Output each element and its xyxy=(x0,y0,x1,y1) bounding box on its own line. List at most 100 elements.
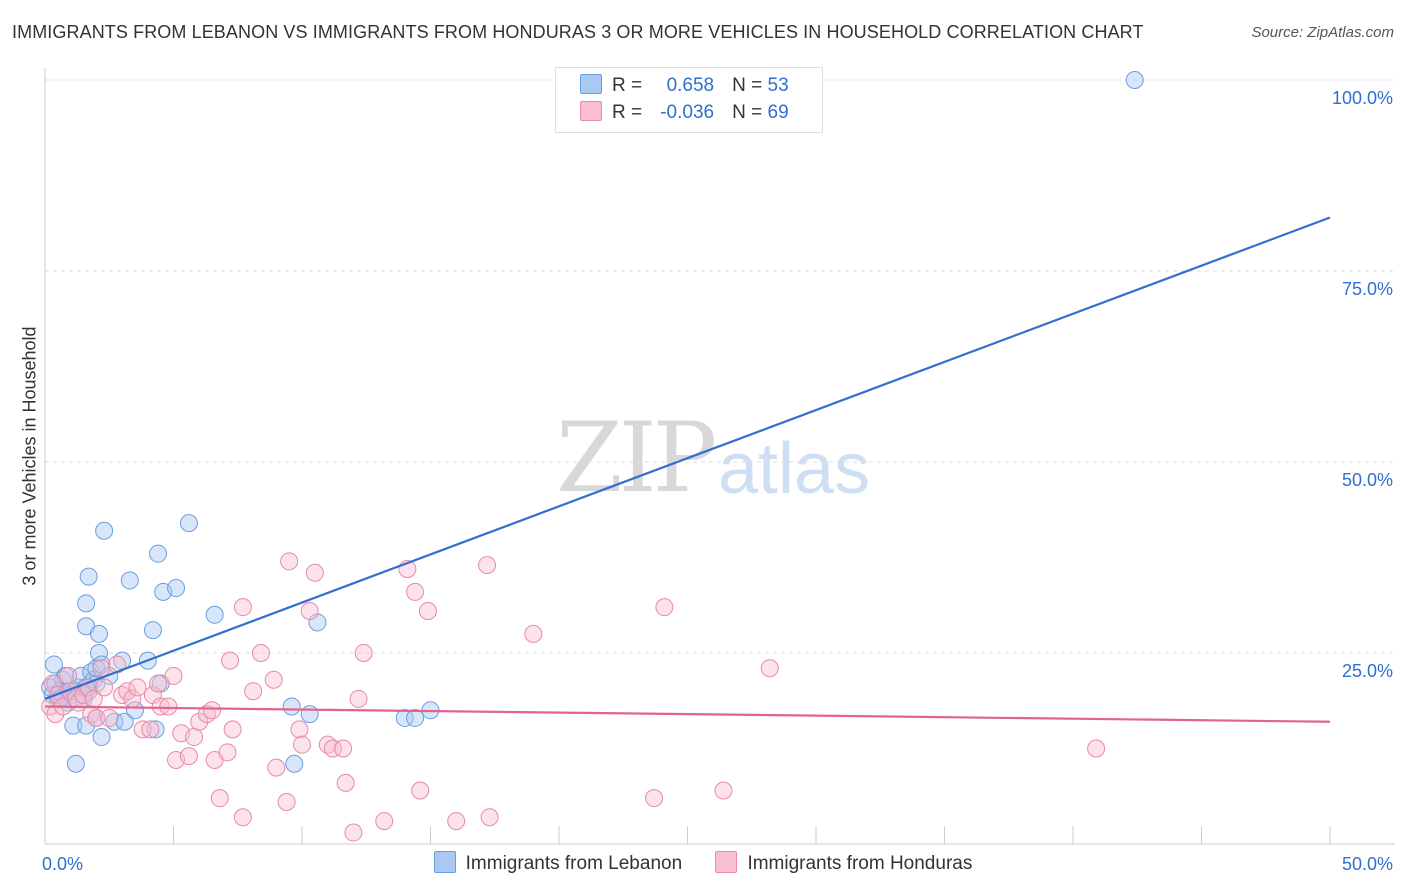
point-honduras xyxy=(411,781,430,800)
point-lebanon xyxy=(95,521,114,540)
point-honduras xyxy=(43,674,62,693)
series-legend: Immigrants from Lebanon Immigrants from … xyxy=(0,851,1406,875)
point-honduras xyxy=(223,720,242,739)
legend-label-honduras: Immigrants from Honduras xyxy=(747,853,973,874)
tick-labels: 25.0% 50.0% 75.0% 100.0% 0.0% 50.0% xyxy=(42,88,1393,874)
point-honduras xyxy=(100,708,119,727)
point-honduras xyxy=(336,773,355,792)
grid-lines xyxy=(45,79,1395,654)
point-honduras xyxy=(151,697,170,716)
legend-swatch-lebanon xyxy=(580,74,602,94)
point-lebanon xyxy=(125,701,144,720)
point-honduras xyxy=(760,659,779,678)
axes xyxy=(44,68,1395,845)
legend-swatch-honduras xyxy=(580,101,602,121)
point-lebanon xyxy=(300,705,319,724)
point-honduras xyxy=(645,789,664,808)
legend-row-lebanon: R = 0.658 N = 53 xyxy=(580,74,789,100)
legend-item-honduras[interactable]: Immigrants from Honduras xyxy=(715,851,972,875)
point-honduras xyxy=(1087,739,1106,758)
point-honduras xyxy=(92,659,111,678)
point-honduras xyxy=(221,651,240,670)
point-lebanon xyxy=(79,567,98,586)
point-honduras xyxy=(406,582,425,601)
point-honduras xyxy=(349,689,368,708)
point-lebanon xyxy=(149,544,168,563)
point-honduras xyxy=(418,601,437,620)
point-lebanon xyxy=(115,712,134,731)
point-honduras xyxy=(264,670,283,689)
point-lebanon xyxy=(1125,71,1144,89)
point-lebanon xyxy=(395,708,414,727)
point-honduras xyxy=(354,644,373,662)
point-honduras xyxy=(290,720,309,739)
point-honduras xyxy=(87,708,106,727)
legend-r-label: R = xyxy=(612,75,643,96)
point-honduras xyxy=(179,747,198,766)
point-honduras xyxy=(141,720,160,739)
legend-swatch-lebanon xyxy=(433,851,456,873)
point-lebanon xyxy=(77,594,96,613)
point-honduras xyxy=(334,739,353,758)
point-honduras xyxy=(375,812,394,831)
point-honduras xyxy=(190,712,209,731)
point-honduras xyxy=(218,743,237,762)
point-lebanon xyxy=(146,720,165,739)
legend-r-value: -0.036 xyxy=(660,102,715,123)
point-lebanon xyxy=(143,621,162,640)
point-honduras xyxy=(251,644,270,662)
legend-r-label: R = xyxy=(612,102,643,123)
point-honduras xyxy=(480,808,499,827)
point-honduras xyxy=(478,556,497,575)
trend-lines xyxy=(44,216,1331,723)
point-lebanon xyxy=(282,697,301,716)
point-honduras xyxy=(159,697,178,716)
point-honduras xyxy=(164,666,183,685)
point-lebanon xyxy=(66,754,85,773)
point-honduras xyxy=(210,789,229,808)
point-honduras xyxy=(267,758,286,777)
legend-item-lebanon[interactable]: Immigrants from Lebanon xyxy=(433,851,683,875)
point-honduras xyxy=(447,812,466,831)
y-tick-label: 50.0% xyxy=(1342,470,1393,490)
legend-row-honduras: R = -0.036 N = 69 xyxy=(580,101,789,127)
legend-n-label: N = xyxy=(732,75,763,96)
point-honduras xyxy=(233,808,252,827)
point-lebanon xyxy=(92,728,111,747)
point-honduras xyxy=(305,563,324,582)
point-honduras xyxy=(149,674,168,693)
y-tick-label: 75.0% xyxy=(1342,279,1393,299)
legend-swatch-honduras xyxy=(715,851,738,873)
correlation-legend: R = 0.658 N = 53 R = -0.036 N = 69 xyxy=(555,67,823,133)
point-lebanon xyxy=(167,579,186,598)
point-honduras xyxy=(59,666,78,685)
point-honduras xyxy=(293,735,311,754)
point-honduras xyxy=(133,720,152,739)
watermark-atlas: atlas xyxy=(718,429,871,509)
y-axis-label: 3 or more Vehicles in Household xyxy=(19,326,40,586)
point-lebanon xyxy=(77,716,96,735)
point-honduras xyxy=(203,701,222,720)
point-honduras xyxy=(280,552,299,571)
legend-n-label: N = xyxy=(732,102,763,123)
point-lebanon xyxy=(44,655,63,674)
trend-line-honduras xyxy=(44,705,1331,723)
point-honduras xyxy=(95,678,114,697)
point-lebanon xyxy=(89,644,108,662)
chart-title: IMMIGRANTS FROM LEBANON VS IMMIGRANTS FR… xyxy=(12,22,1144,42)
point-lebanon xyxy=(179,514,198,533)
y-tick-label: 25.0% xyxy=(1342,661,1393,681)
source-label: Source: ZipAtlas.com xyxy=(1251,24,1394,41)
point-honduras xyxy=(524,624,543,643)
point-honduras xyxy=(344,823,363,842)
point-lebanon xyxy=(120,571,139,590)
legend-label-lebanon: Immigrants from Lebanon xyxy=(465,853,683,874)
legend-n-value: 53 xyxy=(767,75,789,96)
point-honduras xyxy=(277,792,296,811)
point-lebanon xyxy=(205,605,224,624)
trend-line-lebanon xyxy=(44,216,1331,700)
point-lebanon xyxy=(89,624,108,643)
y-tick-label: 100.0% xyxy=(1332,88,1393,108)
point-honduras xyxy=(300,601,319,620)
point-lebanon xyxy=(406,708,425,727)
